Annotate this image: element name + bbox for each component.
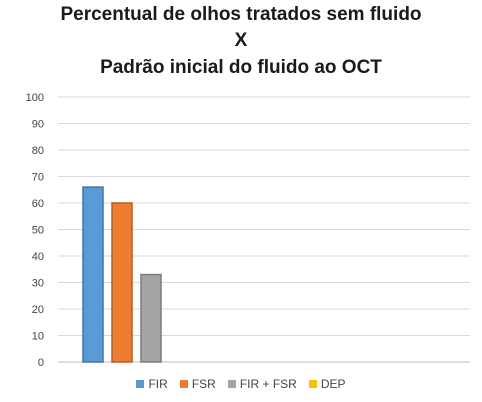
bar-fir — [82, 186, 104, 363]
legend-item-fsr: FSR — [179, 377, 216, 391]
chart-legend: FIR FSR FIR + FSR DEP — [0, 377, 482, 391]
legend-label-fir-fsr: FIR + FSR — [239, 377, 297, 391]
legend-item-fir-fsr: FIR + FSR — [227, 377, 297, 391]
legend-label-dep: DEP — [320, 377, 346, 391]
y-tick-label: 50 — [32, 225, 44, 237]
legend-swatch-fir-fsr — [227, 380, 236, 388]
y-tick-label: 60 — [32, 198, 44, 210]
y-tick-label: 0 — [38, 357, 44, 369]
y-tick-label: 90 — [32, 119, 44, 131]
legend-swatch-fir — [136, 380, 145, 388]
y-tick-label: 40 — [32, 251, 44, 263]
y-tick-label: 80 — [32, 145, 44, 157]
bar-fsr — [111, 202, 133, 363]
y-tick-label: 100 — [26, 92, 44, 104]
legend-swatch-dep — [308, 380, 317, 388]
bar-fir-fsr — [140, 273, 162, 363]
legend-swatch-fsr — [179, 380, 188, 388]
chart-title-line-3: Padrão inicial do fluido ao OCT — [100, 57, 382, 78]
legend-item-fir: FIR — [136, 377, 168, 391]
legend-label-fir: FIR — [148, 377, 168, 391]
y-tick-label: 70 — [32, 172, 44, 184]
chart-title-line-1: Percentual de olhos tratados sem fluido — [60, 4, 422, 25]
y-tick-label: 20 — [32, 304, 44, 316]
y-tick-label: 10 — [32, 331, 44, 343]
legend-label-fsr: FSR — [191, 377, 216, 391]
chart-title-line-2: X — [234, 30, 248, 51]
y-tick-label: 30 — [32, 278, 44, 290]
legend-item-dep: DEP — [308, 377, 346, 391]
